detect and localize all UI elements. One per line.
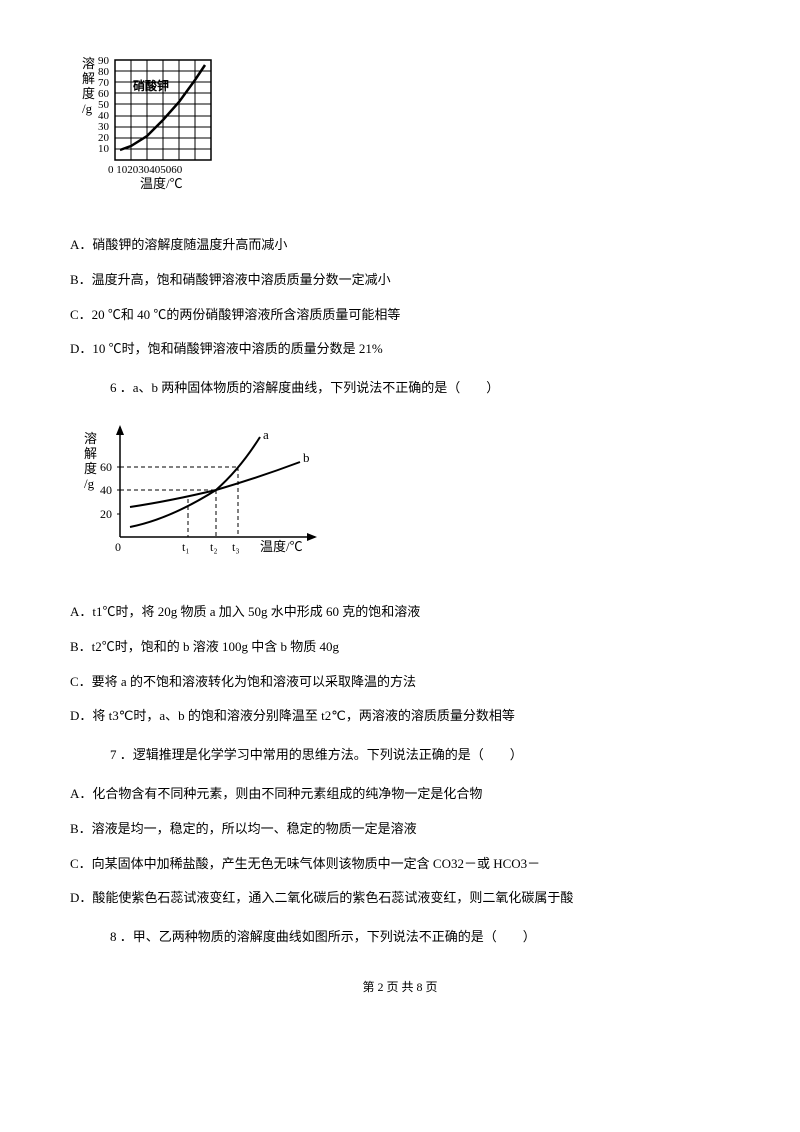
chart1-curve-label: 硝酸钾 xyxy=(133,78,169,93)
chart1-ylabel-3: 度 xyxy=(82,86,95,101)
q7-option-b: B．溶液是均一，稳定的，所以均一、稳定的物质一定是溶液 xyxy=(70,819,730,840)
q5-option-c: C．20 ℃和 40 ℃的两份硝酸钾溶液所含溶质质量可能相等 xyxy=(70,305,730,326)
chart2-ytick-40: 40 xyxy=(100,483,112,497)
chart-kno3-solubility: 溶 解 度 /g 90 80 70 60 50 40 30 20 10 xyxy=(80,50,730,215)
q6-option-b: B．t2℃时，饱和的 b 溶液 100g 中含 b 物质 40g xyxy=(70,637,730,658)
chart2-label-a: a xyxy=(263,427,269,442)
q5-option-b: B．温度升高，饱和硝酸钾溶液中溶质质量分数一定减小 xyxy=(70,270,730,291)
q7-option-d: D．酸能使紫色石蕊试液变红，通入二氧化碳后的紫色石蕊试液变红，则二氧化碳属于酸 xyxy=(70,888,730,909)
chart2-svg: 溶 解 度 /g 60 40 20 xyxy=(80,417,340,577)
chart2-ylabel-4: /g xyxy=(84,476,95,491)
page-footer: 第 2 页 共 8 页 xyxy=(70,978,730,995)
chart2-label-b: b xyxy=(303,450,310,465)
q5-option-a: A．硝酸钾的溶解度随温度升高而减小 xyxy=(70,235,730,256)
chart2-ylabel-2: 解 xyxy=(84,446,97,461)
chart1-xlabel: 温度/℃ xyxy=(140,176,183,191)
chart1-ylabel-1: 溶 xyxy=(82,56,95,71)
chart1-ylabel-2: 解 xyxy=(82,71,95,86)
chart2-ylabel-3: 度 xyxy=(84,461,97,476)
chart-ab-solubility: 溶 解 度 /g 60 40 20 xyxy=(80,417,730,582)
chart1-ylabel-4: /g xyxy=(82,101,93,116)
chart1-svg: 溶 解 度 /g 90 80 70 60 50 40 30 20 10 xyxy=(80,50,250,210)
chart2-xtick-t3: t₃ xyxy=(232,540,240,554)
chart2-xtick-0: 0 xyxy=(115,540,121,554)
q8-stem: 8 ．甲、乙两种物质的溶解度曲线如图所示，下列说法不正确的是（ ） xyxy=(110,927,730,948)
chart1-grid: 硝酸钾 xyxy=(115,60,211,160)
chart2-curve-b xyxy=(130,462,300,507)
chart2-xtick-t2: t₂ xyxy=(210,540,218,554)
chart2-ytick-60: 60 xyxy=(100,460,112,474)
q6-option-d: D．将 t3℃时，a、b 的饱和溶液分别降温至 t2℃，两溶液的溶质质量分数相等 xyxy=(70,706,730,727)
chart2-xtick-t1: t₁ xyxy=(182,540,190,554)
chart2-ytick-20: 20 xyxy=(100,507,112,521)
q6-option-c: C．要将 a 的不饱和溶液转化为饱和溶液可以采取降温的方法 xyxy=(70,672,730,693)
q7-option-c: C．向某固体中加稀盐酸，产生无色无味气体则该物质中一定含 CO32－或 HCO3… xyxy=(70,854,730,875)
q7-stem: 7 ．逻辑推理是化学学习中常用的思维方法。下列说法正确的是（ ） xyxy=(110,745,730,766)
chart2-ylabel-1: 溶 xyxy=(84,431,97,446)
q6-option-a: A．t1℃时，将 20g 物质 a 加入 50g 水中形成 60 克的饱和溶液 xyxy=(70,602,730,623)
q7-option-a: A．化合物含有不同种元素，则由不同种元素组成的纯净物一定是化合物 xyxy=(70,784,730,805)
chart1-xticks: 0 102030405060 xyxy=(108,164,183,176)
q5-option-d: D．10 ℃时，饱和硝酸钾溶液中溶质的质量分数是 21% xyxy=(70,339,730,360)
chart2-xlabel: 温度/℃ xyxy=(260,539,303,554)
chart2-axes: 60 40 20 a b 0 t₁ xyxy=(100,425,317,554)
q6-stem: 6 ．a、b 两种固体物质的溶解度曲线，下列说法不正确的是（ ） xyxy=(110,378,730,399)
ytick-10: 10 xyxy=(98,143,110,155)
